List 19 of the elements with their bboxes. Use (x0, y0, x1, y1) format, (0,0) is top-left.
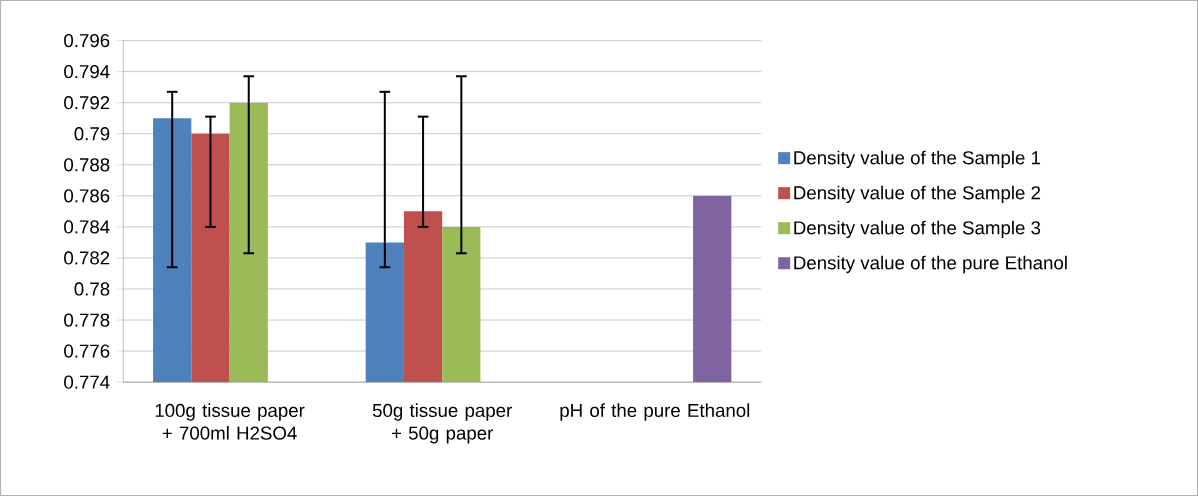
y-tick-label: 0.776 (64, 344, 110, 358)
y-tick-label: 0.788 (64, 158, 110, 172)
x-tick-label: pH of the pure Ethanol (560, 403, 750, 421)
y-tick-label: 0.794 (64, 64, 110, 79)
legend-label: Density value of the Sample 3 (794, 220, 1041, 239)
y-tick-label: 0.784 (64, 220, 110, 234)
y-tick-label: 0.796 (64, 33, 110, 48)
y-tick-label: 0.782 (64, 251, 110, 265)
x-tick-label: 100g tissue paper + 700ml H2SO4 (155, 403, 305, 440)
y-tick-label: 0.786 (64, 189, 110, 203)
y-tick-label: 0.774 (64, 375, 110, 389)
x-tick-label: 50g tissue paper + 50g paper (372, 403, 512, 444)
y-tick-label: 0.778 (64, 313, 110, 327)
y-tick-label: 0.792 (64, 95, 110, 110)
legend-label: Density value of the Sample 2 (794, 185, 1041, 204)
legend-label: Density value of the Sample 1 (794, 150, 1041, 169)
legend-label: Density value of the pure Ethanol (794, 255, 1067, 274)
y-tick-label: 0.79 (74, 127, 110, 141)
y-tick-label: 0.78 (74, 282, 110, 296)
